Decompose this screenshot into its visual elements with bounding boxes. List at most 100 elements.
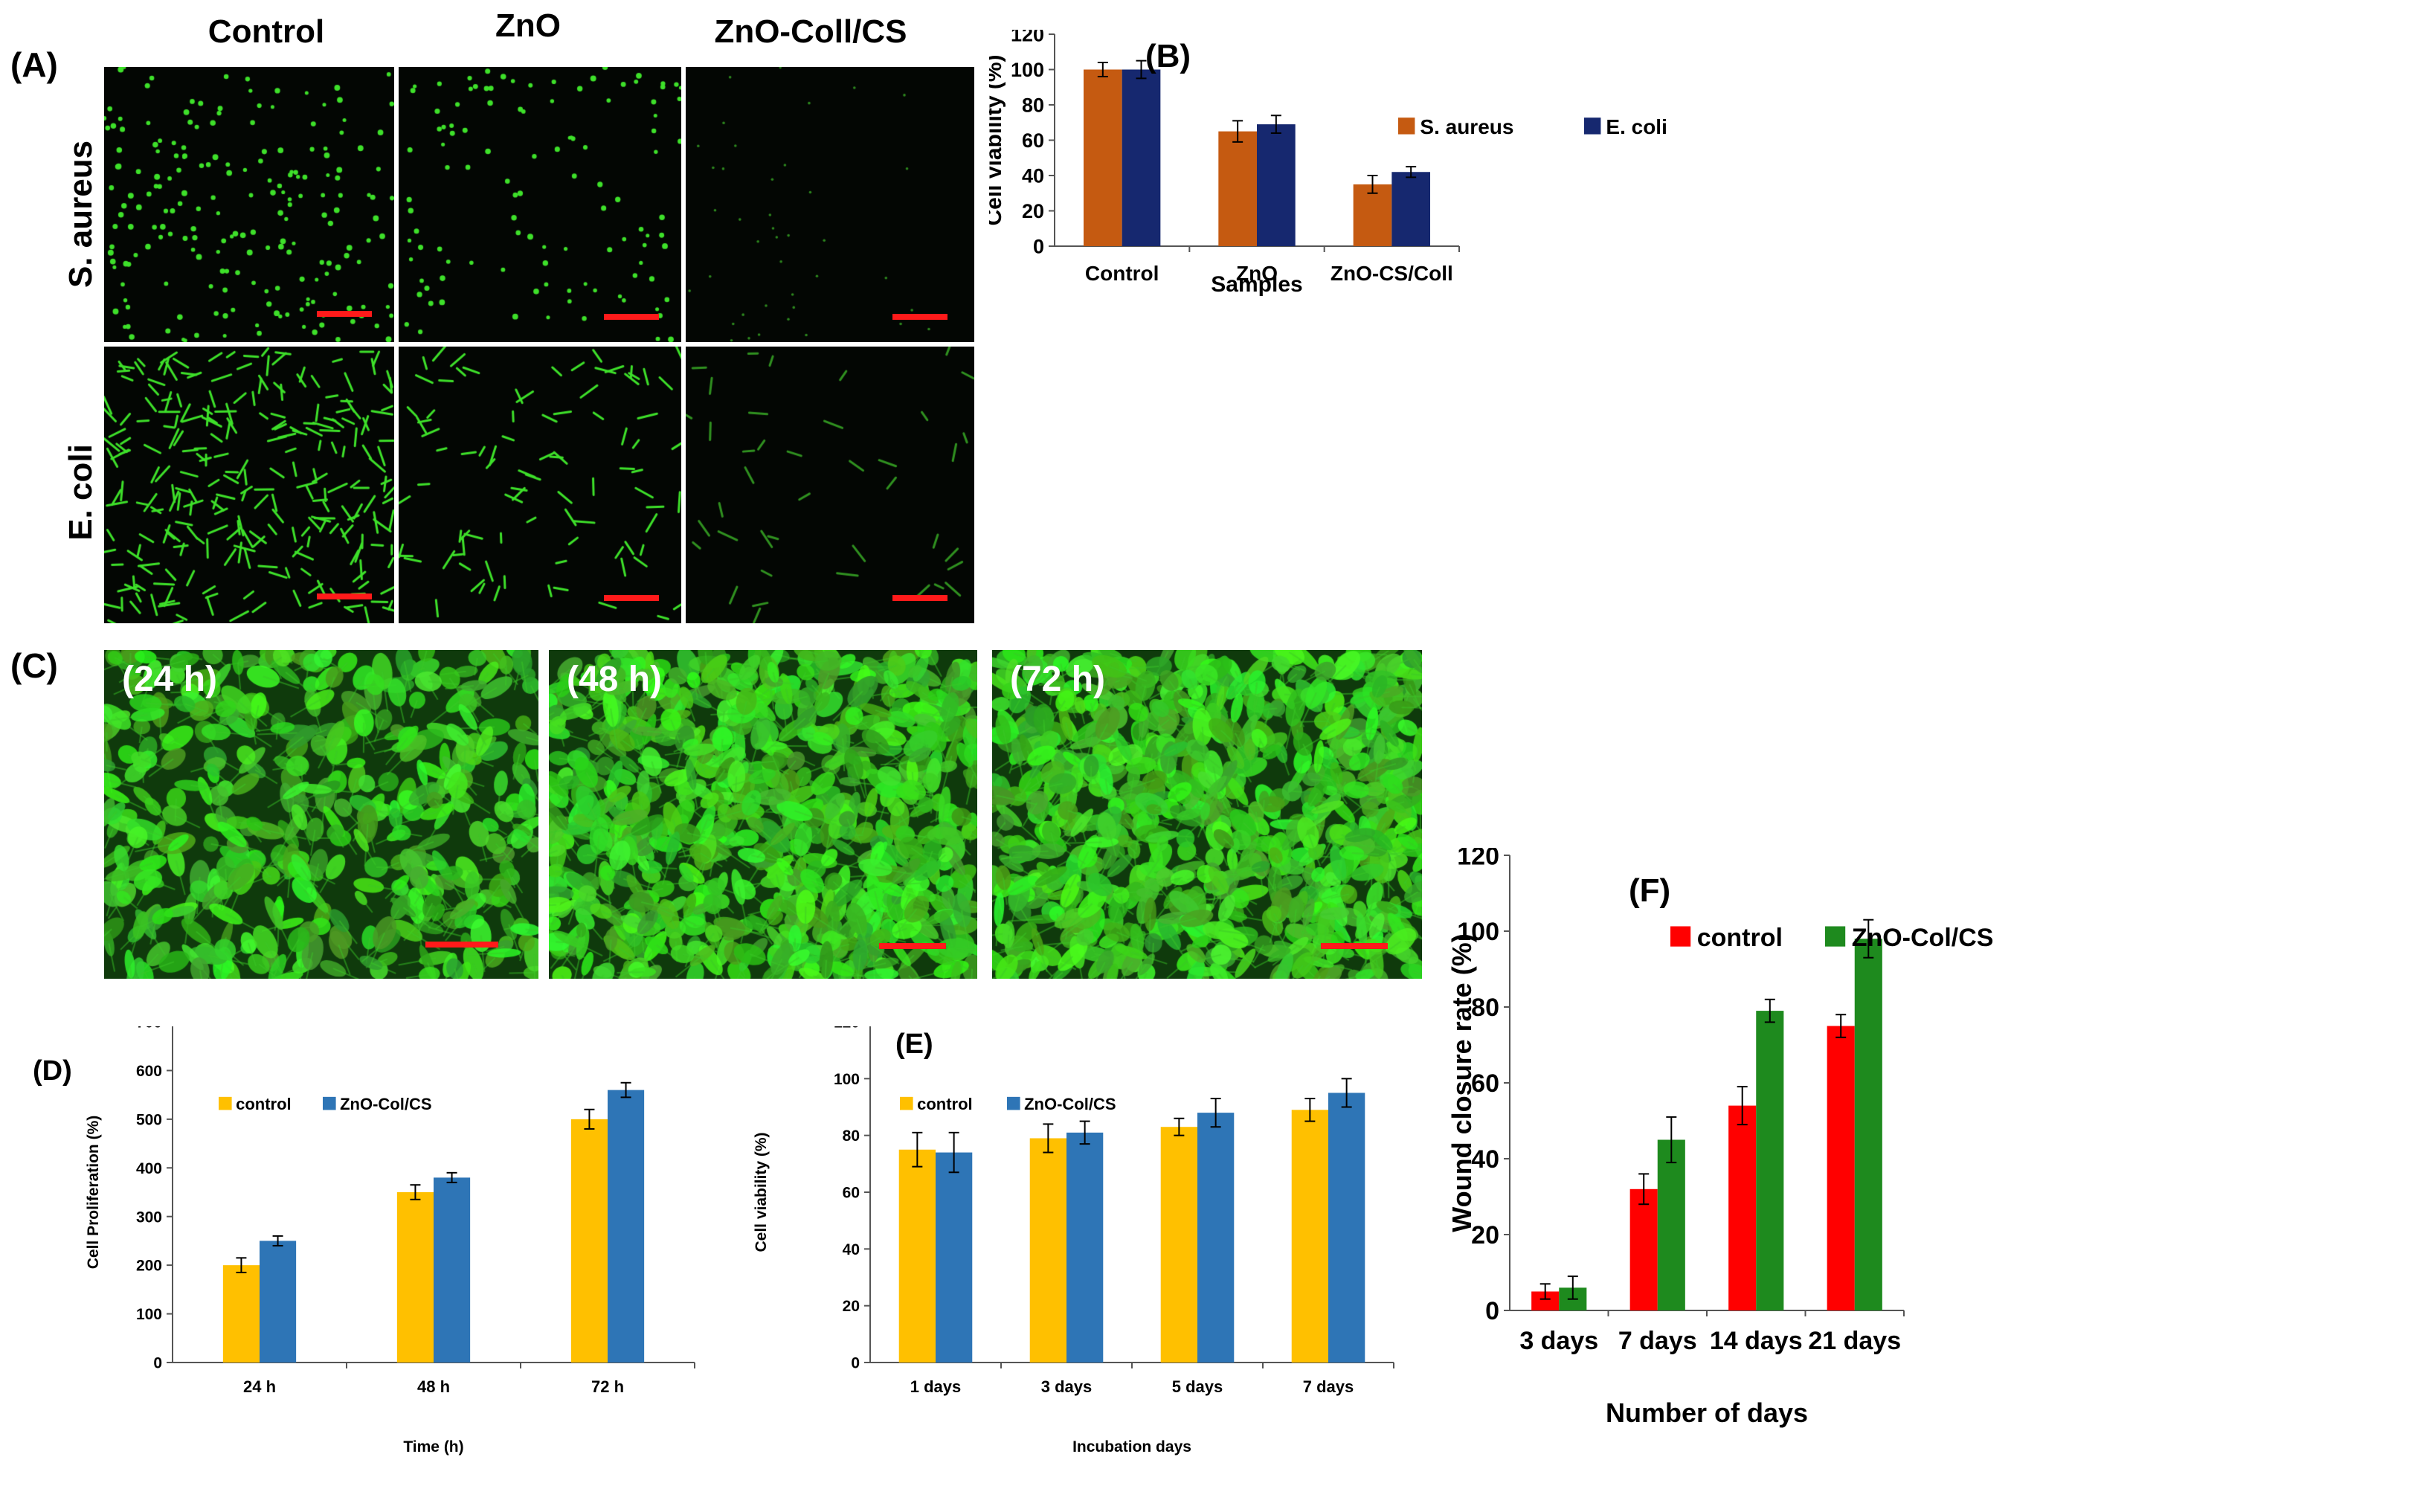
bar-control [396,1192,434,1363]
y-tick-label: 120 [1011,30,1044,46]
panel-a-col-title-zno: ZnO [495,7,561,44]
legend-swatch [1584,118,1601,135]
y-tick-label: 60 [1022,129,1044,152]
y-tick-label: 0 [851,1355,860,1372]
bar-e-coli [1122,69,1161,246]
y-tick-label: 60 [1471,1069,1499,1098]
y-tick-label: 120 [834,1026,860,1032]
y-tick-label: 0 [1485,1297,1499,1325]
x-tick-label: 3 days [1041,1377,1093,1396]
y-tick-label: 20 [1022,200,1044,222]
bar-s-aureus [1083,69,1122,246]
y-tick-label: 80 [1471,994,1499,1022]
x-tick-label: 21 days [1808,1327,1901,1355]
bar-zno-col-cs [1854,939,1882,1310]
panel-a-col-title-control: Control [207,13,325,50]
bar-zno-col-cs [1657,1139,1685,1310]
x-tick-label: 72 h [591,1377,624,1396]
legend-swatch [1825,926,1846,947]
legend-label: control [1697,924,1783,952]
y-tick-label: 0 [1033,236,1044,258]
scale-bar [317,311,372,317]
micrograph-s-aureus-zno [399,67,681,342]
x-tick-label: 48 h [417,1377,450,1396]
y-tick-label: 40 [1022,165,1044,187]
bar-control [1291,1110,1328,1363]
y-tick-label: 20 [843,1298,860,1315]
micrograph-cells-72h: (72 h) [992,650,1422,979]
x-axis-title: Time (h) [403,1438,463,1455]
legend-swatch [323,1096,336,1110]
y-axis-title: Wound closure rate (%) [1447,933,1477,1232]
x-tick-label: 7 days [1618,1327,1697,1355]
x-tick-label: 24 h [243,1377,276,1396]
time-label-72h: (72 h) [1010,660,1106,699]
legend-label: ZnO-Col/CS [1024,1095,1116,1113]
bar-s-aureus [1218,131,1257,246]
x-axis-title: Samples [1211,272,1302,297]
legend-swatch [219,1096,232,1110]
x-tick-label: ZnO-CS/Coll [1331,262,1453,285]
y-tick-label: 100 [136,1306,162,1323]
y-axis-title: Cell viability (%) [989,54,1006,225]
x-tick-label: Control [1085,262,1159,285]
bar-zno-col-cs [260,1241,297,1363]
legend-label: ZnO-Col/CS [1852,924,1994,952]
y-tick-label: 200 [136,1258,162,1275]
bar-zno-col-cs [936,1152,973,1363]
scale-bar [317,593,372,599]
legend-label: S. aureus [1420,115,1513,138]
bar-zno-col-cs [434,1177,471,1363]
bar-zno-col-cs [1066,1132,1104,1363]
y-tick-label: 100 [1457,918,1499,946]
bar-control [1728,1105,1757,1310]
y-tick-label: 400 [136,1160,162,1177]
scale-bar [879,943,946,949]
y-tick-label: 300 [136,1209,162,1226]
scale-bar [604,595,659,601]
panel-label-e: (E) [895,1029,933,1060]
panel-a-label: (A) [10,45,58,84]
bar-control [898,1149,936,1363]
legend-swatch [900,1096,913,1110]
bar-control [222,1265,260,1363]
legend-swatch [1670,926,1691,947]
x-tick-label: 14 days [1710,1327,1803,1355]
micrograph-e-coli-zno-coll-cs [686,347,974,623]
bar-control [570,1119,608,1363]
micrograph-cells-24h: (24 h) [104,650,538,979]
chart-e-cell-viability-days: 0 20 40 60 80 100 120 1 days 3 days 5 days 7 days I… [753,1026,1394,1455]
y-tick-label: 40 [1471,1145,1499,1174]
y-tick-label: 40 [843,1241,860,1258]
chart-d-cell-proliferation: 0 100 200 300 400 500 600 700 24 h 48 h 72 h Time (… [33,1026,695,1455]
panel-a-row-title-s-aureus: S. aureus [62,140,99,289]
time-label-24h: (24 h) [122,660,218,699]
panel-label-f: (F) [1629,872,1670,909]
chart-b-cell-viability-bacteria: 0 20 40 60 80 100 120 Control ZnO ZnO-CS/Coll Samp… [989,30,1667,297]
scale-bar [604,314,659,320]
bar-control [1827,1026,1855,1310]
panel-label-d: (D) [33,1055,72,1087]
x-axis-title: Number of days [1606,1397,1808,1428]
bar-zno-col-cs [608,1090,645,1363]
scale-bar [892,595,947,601]
chart-f-wound-closure: 0 20 40 60 80 100 120 3 days 7 days 14 days 21 day… [1447,848,1994,1428]
x-tick-label: 5 days [1172,1377,1223,1396]
time-label-48h: (48 h) [567,660,663,699]
bar-zno-col-cs [1197,1113,1235,1363]
bar-zno-col-cs [1328,1093,1365,1363]
y-tick-label: 700 [136,1026,162,1032]
micrograph-s-aureus-control [104,67,394,342]
bar-s-aureus [1353,184,1392,246]
y-tick-label: 20 [1471,1221,1499,1249]
y-tick-label: 0 [153,1355,162,1372]
y-tick-label: 500 [136,1111,162,1128]
bar-zno-col-cs [1756,1011,1784,1310]
bar-control [1029,1138,1066,1363]
bar-control [1629,1188,1658,1310]
y-tick-label: 60 [843,1185,860,1202]
legend-swatch [1398,118,1415,135]
y-axis-title: Cell Proliferation (%) [85,1116,102,1270]
panel-label-b: (B) [1145,38,1191,74]
y-tick-label: 120 [1457,848,1499,870]
